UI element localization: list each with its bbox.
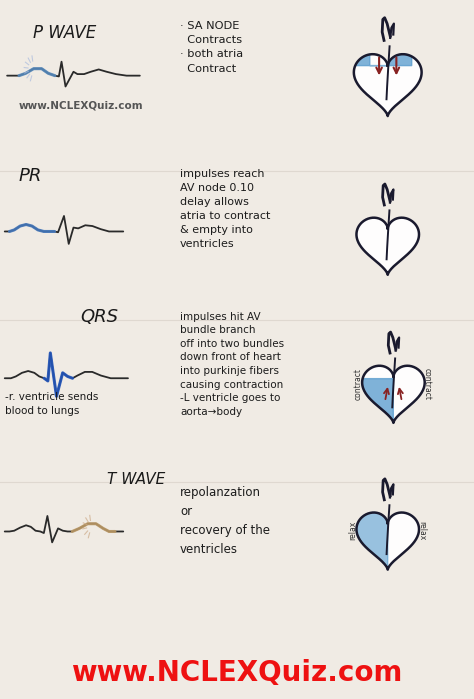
Text: www.NCLEXQuiz.com: www.NCLEXQuiz.com [71, 658, 403, 687]
Polygon shape [362, 379, 393, 422]
Polygon shape [354, 55, 421, 116]
Text: www.NCLEXQuiz.com: www.NCLEXQuiz.com [19, 100, 144, 110]
Polygon shape [356, 217, 419, 275]
Text: relax: relax [418, 521, 426, 540]
Text: impulses hit AV
bundle branch
off into two bundles
down front of heart
into purk: impulses hit AV bundle branch off into t… [180, 312, 284, 417]
Polygon shape [356, 512, 419, 570]
Polygon shape [362, 366, 425, 423]
Text: PR: PR [19, 167, 42, 185]
Text: QRS: QRS [81, 308, 118, 326]
Polygon shape [356, 55, 387, 66]
Text: · SA NODE
  Contracts
· both atria
  Contract: · SA NODE Contracts · both atria Contrac… [180, 21, 243, 74]
Text: -r. ventricle sends
blood to lungs: -r. ventricle sends blood to lungs [5, 392, 98, 416]
Text: contract: contract [423, 368, 432, 400]
Polygon shape [356, 512, 388, 570]
Text: impulses reach
AV node 0.10
delay allows
atria to contract
& empty into
ventricl: impulses reach AV node 0.10 delay allows… [180, 169, 271, 250]
Text: T WAVE: T WAVE [107, 472, 165, 487]
Polygon shape [389, 55, 412, 66]
Text: repolanzation
or
recovery of the
ventricles: repolanzation or recovery of the ventric… [180, 487, 270, 556]
Text: relax: relax [348, 521, 357, 540]
Text: P WAVE: P WAVE [33, 24, 96, 42]
Text: contract: contract [354, 368, 363, 400]
